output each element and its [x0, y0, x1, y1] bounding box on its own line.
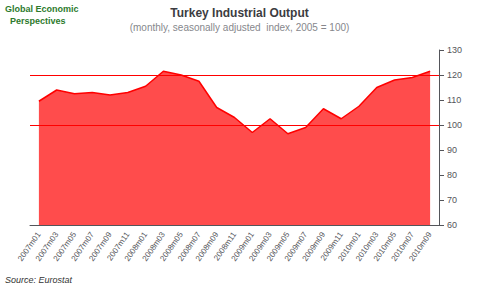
svg-text:2007m09: 2007m09: [87, 230, 114, 263]
svg-text:2008m01: 2008m01: [122, 230, 150, 263]
svg-text:130: 130: [447, 45, 462, 55]
svg-text:Turkey Industrial Output: Turkey Industrial Output: [170, 6, 308, 20]
svg-text:90: 90: [447, 145, 457, 155]
svg-text:2008m07: 2008m07: [176, 230, 203, 263]
svg-text:2009m07: 2009m07: [282, 230, 310, 263]
svg-text:2008m09: 2008m09: [193, 230, 221, 263]
svg-text:120: 120: [447, 70, 462, 80]
svg-text:2009m11: 2009m11: [318, 230, 345, 263]
svg-text:Perspectives: Perspectives: [5, 16, 66, 26]
svg-text:110: 110: [447, 95, 461, 105]
svg-text:2010m05: 2010m05: [371, 230, 399, 263]
svg-text:2010m09: 2010m09: [407, 230, 434, 263]
svg-text:70: 70: [447, 195, 457, 205]
svg-text:Global Economic: Global Economic: [5, 4, 79, 14]
svg-text:2008m03: 2008m03: [140, 230, 168, 263]
svg-text:Source: Eurostat: Source: Eurostat: [5, 275, 73, 285]
svg-text:2009m03: 2009m03: [247, 230, 274, 263]
svg-text:2008m11: 2008m11: [212, 230, 239, 263]
svg-text:2007m03: 2007m03: [33, 230, 61, 263]
svg-text:2007m07: 2007m07: [69, 230, 96, 263]
svg-text:2009m05: 2009m05: [265, 230, 292, 263]
svg-text:2010m07: 2010m07: [389, 230, 416, 263]
svg-text:2007m01: 2007m01: [16, 230, 43, 263]
svg-text:2008m05: 2008m05: [158, 230, 185, 263]
svg-text:2009m09: 2009m09: [300, 230, 328, 263]
svg-text:(monthly, seasonally adjusted: (monthly, seasonally adjusted index, 200…: [130, 22, 350, 33]
svg-text:2010m01: 2010m01: [336, 230, 363, 263]
svg-text:80: 80: [447, 170, 457, 180]
svg-text:2009m01: 2009m01: [229, 230, 256, 263]
svg-text:2007m11: 2007m11: [105, 230, 132, 263]
svg-text:2007m05: 2007m05: [51, 230, 79, 263]
svg-text:60: 60: [447, 220, 457, 230]
svg-text:100: 100: [447, 120, 462, 130]
svg-text:2010m03: 2010m03: [353, 230, 381, 263]
